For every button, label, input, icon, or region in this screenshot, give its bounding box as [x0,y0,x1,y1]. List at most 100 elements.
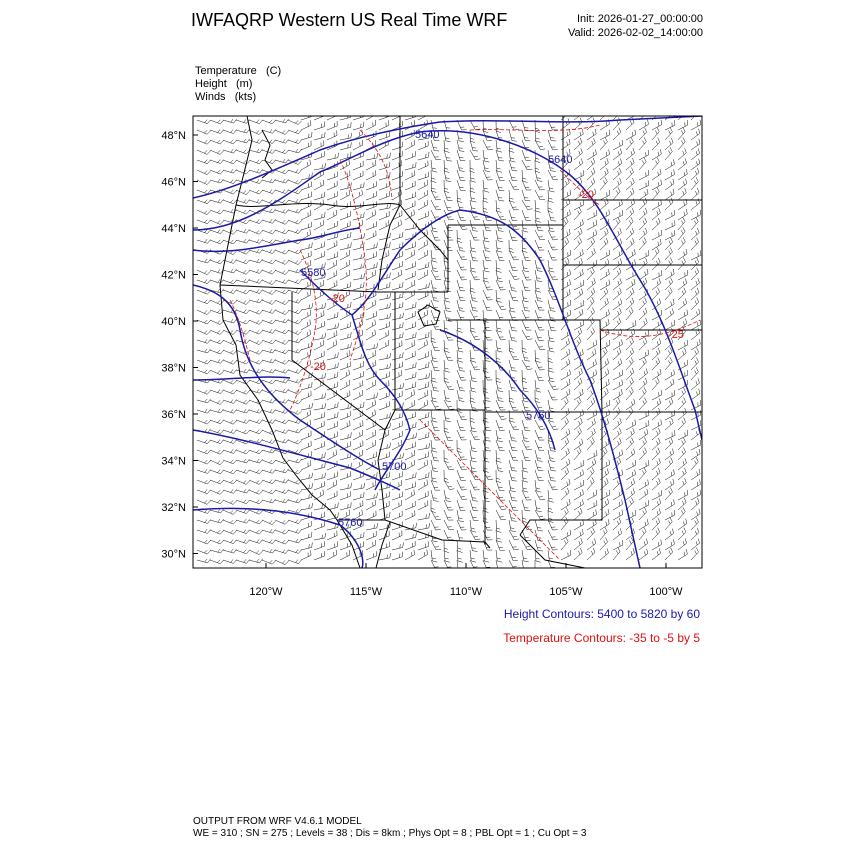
wind-barb [300,472,313,481]
wind-barb [560,348,571,361]
wind-barb [638,460,650,471]
wind-barb [300,181,312,191]
wind-barb [534,139,546,150]
wind-barb [326,479,337,491]
border-mexico-tx [519,534,586,568]
wind-barb [638,268,649,281]
wind-barb [482,279,493,291]
wind-barb [534,299,545,311]
wind-barb [443,339,450,353]
wind-barb [508,269,520,280]
wind-barb [599,209,610,221]
wind-barb [560,428,571,441]
wind-barb [235,429,250,435]
wind-barb [677,339,688,351]
wind-barb [209,399,224,405]
wind-barb [287,319,302,325]
wind-barb [417,160,429,171]
field-name: Winds [195,91,226,103]
wind-barb [378,442,391,451]
wind-barb [495,219,504,232]
wind-barb [313,272,326,281]
wind-barb [326,431,338,441]
wind-barb [391,471,403,481]
wind-barb [222,168,237,174]
wind-barb [261,469,276,474]
wind-barb [430,500,436,514]
wind-barb [560,116,567,121]
wind-barb [378,302,391,311]
wind-barb [235,539,250,544]
wind-barb [521,329,533,340]
wind-barb [209,198,224,204]
wind-barb [391,542,404,551]
wind-barb [677,270,689,281]
wind-barb [495,369,501,384]
wind-barb [495,229,504,242]
wind-barb [391,491,403,501]
wind-barb [599,468,609,481]
wind-barb [261,368,276,374]
wind-barb [261,129,276,134]
wind-barb [547,409,555,423]
wind-barb [313,199,324,211]
wind-barb [274,259,289,265]
wind-barb [378,371,390,381]
wind-barb [339,482,352,491]
wind-barb [391,261,403,271]
wind-barb [430,149,441,161]
wind-barb [417,116,427,121]
wind-barb [534,539,544,552]
wind-barb [690,457,699,471]
wind-barb [404,270,416,281]
wind-barb [573,538,583,551]
wind-barb [391,352,404,361]
wind-barb [248,129,263,135]
wind-barb [690,468,701,481]
wind-barb [625,347,634,361]
wind-barb [365,342,378,351]
wind-barb [599,287,609,301]
wind-barb [547,449,556,462]
wind-barb [287,389,302,395]
wind-barb [430,449,440,462]
wind-barb [599,368,610,381]
wind-barb [664,269,675,281]
wind-barb [365,201,377,211]
wind-barb [274,489,289,494]
wind-barb [456,539,463,553]
wind-barb [690,250,702,261]
wind-barb [313,310,325,321]
wind-barb [651,389,662,401]
wind-barb [612,288,622,301]
wind-barb [404,332,417,341]
wind-barb [456,239,465,252]
wind-barb [625,177,635,191]
wind-barb [625,337,634,351]
wind-barb [274,229,289,235]
wind-barb [222,469,237,475]
wind-barb [248,499,263,505]
wind-barb [222,139,237,145]
field-winds: Winds (kts) [195,91,256,103]
wind-barb [573,479,585,491]
wind-barb [209,499,224,504]
wind-barb [235,458,250,464]
wind-barb [534,209,541,223]
wind-barb [612,539,624,551]
wind-barb [378,272,391,281]
wind-barb [326,421,338,431]
wind-barb [261,479,276,484]
wind-barb [599,477,609,491]
wind-barb [664,220,676,231]
wind-barb [482,509,489,523]
wind-barb [222,339,237,345]
wind-barb [326,231,339,241]
wind-barb [430,529,438,543]
wind-barb [573,148,583,161]
wind-barb [300,390,312,401]
wind-barb [625,497,634,511]
wind-barb [638,420,650,431]
wind-barb [495,209,507,221]
wind-barb [209,489,224,495]
